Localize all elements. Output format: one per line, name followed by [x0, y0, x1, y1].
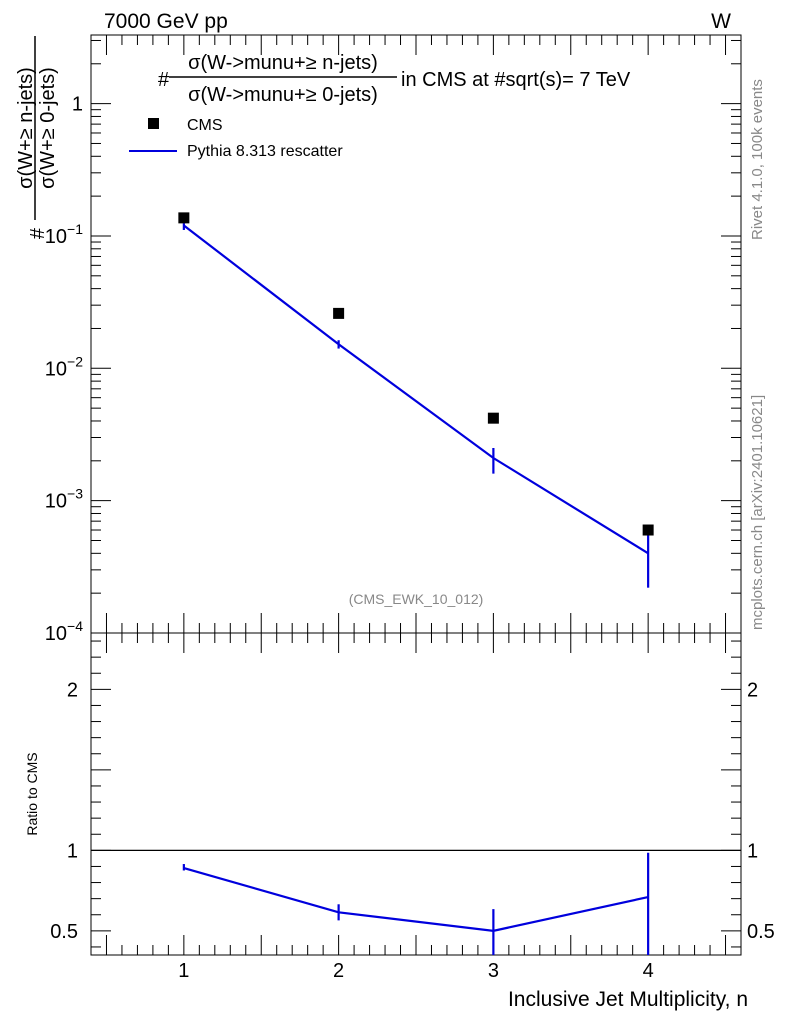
main-y-tick-label: 10−3 — [45, 486, 83, 513]
ylabel-denominator: σ(W+≥ 0-jets) — [37, 67, 59, 189]
analysis-watermark: (CMS_EWK_10_012) — [349, 591, 484, 607]
x-ticks: 1 2 3 4 — [105, 35, 727, 982]
ratio-y-tick-label-right: 2 — [747, 679, 758, 701]
x-tick-label: 4 — [643, 960, 654, 982]
main-plot-marks — [178, 212, 654, 588]
main-y-tick-label: 1 — [72, 94, 83, 116]
process-label: W — [711, 10, 731, 33]
ratio-series-line — [183, 867, 649, 932]
legend-cms-label: CMS — [187, 117, 223, 134]
title-suffix: in CMS at #sqrt(s)= 7 TeV — [401, 69, 631, 91]
cms-data-point — [178, 212, 190, 224]
cms-data-point — [487, 412, 499, 424]
ratio-y-tick-label: 0.5 — [50, 921, 78, 943]
ratio-y-tick-label: 2 — [67, 679, 78, 701]
legend-cms-marker — [148, 118, 159, 129]
main-ylabel: σ(W+≥ n-jets) σ(W+≥ 0-jets) # — [15, 36, 59, 239]
x-tick-label: 2 — [333, 960, 344, 982]
ratio-ylabel: Ratio to CMS — [24, 752, 40, 835]
cms-data-point — [333, 307, 345, 319]
ratio-y-tick-label-right: 0.5 — [747, 921, 775, 943]
ylabel-prefix: # — [27, 227, 49, 239]
mcplots-label: mcplots.cern.ch [arXiv:2401.10621] — [749, 395, 766, 630]
x-tick-label: 1 — [178, 960, 189, 982]
rivet-label: Rivet 4.1.0, 100k events — [749, 79, 766, 240]
main-y-ticks: 1 10−1 10−2 10−3 10−4 — [45, 39, 741, 645]
ratio-y-ticks: 0.5 0.5 1 1 2 2 — [50, 640, 775, 948]
plot-title: # σ(W->munu+≥ n-jets) σ(W->munu+≥ 0-jets… — [158, 52, 631, 106]
title-denominator: σ(W->munu+≥ 0-jets) — [188, 84, 378, 106]
title-prefix: # — [158, 69, 170, 91]
ratio-panel-frame — [90, 632, 742, 956]
pythia-series-line — [183, 224, 649, 555]
x-tick-label: 3 — [488, 960, 499, 982]
legend: CMS Pythia 8.313 rescatter — [129, 117, 343, 160]
ylabel-numerator: σ(W+≥ n-jets) — [15, 67, 37, 189]
title-numerator: σ(W->munu+≥ n-jets) — [188, 52, 378, 74]
main-y-tick-label: 10−4 — [45, 618, 83, 645]
ratio-plot-marks — [182, 852, 650, 955]
main-y-tick-label: 10−1 — [45, 221, 83, 248]
energy-label: 7000 GeV pp — [104, 10, 228, 33]
ratio-y-tick-label: 1 — [67, 840, 78, 862]
cms-data-point — [642, 524, 654, 536]
main-y-tick-label: 10−2 — [45, 353, 83, 380]
legend-pythia-label: Pythia 8.313 rescatter — [187, 143, 343, 160]
x-axis-label: Inclusive Jet Multiplicity, n — [508, 988, 748, 1011]
ratio-y-tick-label-right: 1 — [747, 840, 758, 862]
